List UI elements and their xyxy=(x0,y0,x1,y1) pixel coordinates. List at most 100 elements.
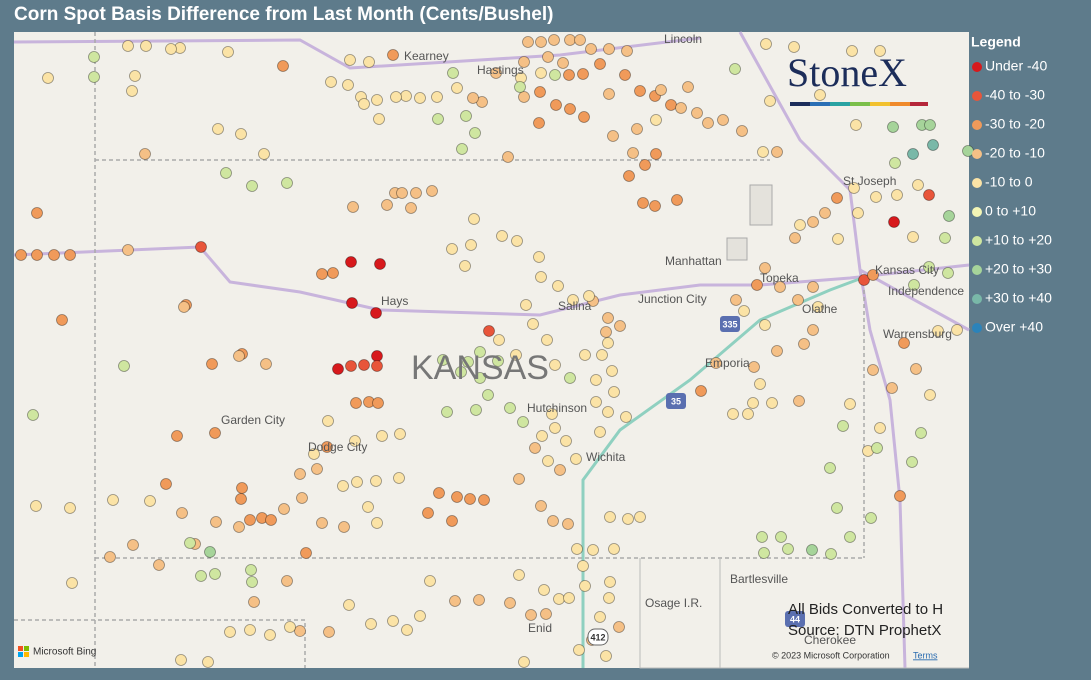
location-dot[interactable] xyxy=(195,570,207,582)
location-dot[interactable] xyxy=(553,593,565,605)
location-dot[interactable] xyxy=(405,202,417,214)
location-dot[interactable] xyxy=(374,258,386,270)
location-dot[interactable] xyxy=(594,58,606,70)
location-dot[interactable] xyxy=(15,249,27,261)
location-dot[interactable] xyxy=(373,113,385,125)
location-dot[interactable] xyxy=(573,644,585,656)
location-dot[interactable] xyxy=(927,139,939,151)
location-dot[interactable] xyxy=(563,592,575,604)
location-dot[interactable] xyxy=(510,349,522,361)
location-dot[interactable] xyxy=(547,515,559,527)
location-dot[interactable] xyxy=(758,547,770,559)
location-dot[interactable] xyxy=(764,95,776,107)
location-dot[interactable] xyxy=(924,119,936,131)
location-dot[interactable] xyxy=(766,397,778,409)
location-dot[interactable] xyxy=(798,338,810,350)
location-dot[interactable] xyxy=(570,453,582,465)
location-dot[interactable] xyxy=(492,355,504,367)
location-dot[interactable] xyxy=(852,207,864,219)
location-dot[interactable] xyxy=(542,51,554,63)
location-dot[interactable] xyxy=(850,119,862,131)
location-dot[interactable] xyxy=(613,621,625,633)
location-dot[interactable] xyxy=(371,360,383,372)
location-dot[interactable] xyxy=(619,69,631,81)
location-dot[interactable] xyxy=(56,314,68,326)
location-dot[interactable] xyxy=(371,94,383,106)
location-dot[interactable] xyxy=(867,269,879,281)
location-dot[interactable] xyxy=(604,511,616,523)
location-dot[interactable] xyxy=(691,107,703,119)
legend-label[interactable]: -20 to -10 xyxy=(985,145,1045,161)
location-dot[interactable] xyxy=(233,350,245,362)
location-dot[interactable] xyxy=(606,365,618,377)
location-dot[interactable] xyxy=(456,143,468,155)
legend-label[interactable]: Over +40 xyxy=(985,319,1043,335)
location-dot[interactable] xyxy=(602,337,614,349)
location-dot[interactable] xyxy=(535,67,547,79)
location-dot[interactable] xyxy=(812,301,824,313)
location-dot[interactable] xyxy=(349,435,361,447)
location-dot[interactable] xyxy=(449,595,461,607)
location-dot[interactable] xyxy=(358,98,370,110)
location-dot[interactable] xyxy=(747,397,759,409)
location-dot[interactable] xyxy=(650,148,662,160)
location-dot[interactable] xyxy=(631,123,643,135)
location-dot[interactable] xyxy=(634,511,646,523)
legend-swatch[interactable] xyxy=(972,62,982,72)
location-dot[interactable] xyxy=(424,575,436,587)
location-dot[interactable] xyxy=(915,427,927,439)
location-dot[interactable] xyxy=(602,312,614,324)
location-dot[interactable] xyxy=(195,241,207,253)
location-dot[interactable] xyxy=(525,609,537,621)
location-dot[interactable] xyxy=(754,378,766,390)
location-dot[interactable] xyxy=(865,512,877,524)
location-dot[interactable] xyxy=(350,397,362,409)
location-dot[interactable] xyxy=(548,34,560,46)
location-dot[interactable] xyxy=(206,358,218,370)
location-dot[interactable] xyxy=(564,103,576,115)
location-dot[interactable] xyxy=(372,397,384,409)
location-dot[interactable] xyxy=(343,599,355,611)
location-dot[interactable] xyxy=(496,230,508,242)
location-dot[interactable] xyxy=(600,326,612,338)
location-dot[interactable] xyxy=(144,495,156,507)
location-dot[interactable] xyxy=(469,127,481,139)
location-dot[interactable] xyxy=(535,500,547,512)
location-dot[interactable] xyxy=(396,187,408,199)
location-dot[interactable] xyxy=(347,201,359,213)
location-dot[interactable] xyxy=(346,297,358,309)
location-dot[interactable] xyxy=(513,473,525,485)
location-dot[interactable] xyxy=(493,334,505,346)
location-dot[interactable] xyxy=(235,493,247,505)
location-dot[interactable] xyxy=(757,146,769,158)
location-dot[interactable] xyxy=(549,359,561,371)
location-dot[interactable] xyxy=(48,249,60,261)
location-dot[interactable] xyxy=(184,537,196,549)
legend-label[interactable]: +10 to +20 xyxy=(985,232,1052,248)
location-dot[interactable] xyxy=(447,67,459,79)
location-dot[interactable] xyxy=(832,233,844,245)
location-dot[interactable] xyxy=(365,618,377,630)
location-dot[interactable] xyxy=(212,123,224,135)
location-dot[interactable] xyxy=(579,349,591,361)
location-dot[interactable] xyxy=(665,99,677,111)
location-dot[interactable] xyxy=(675,102,687,114)
location-dot[interactable] xyxy=(550,99,562,111)
location-dot[interactable] xyxy=(88,71,100,83)
location-dot[interactable] xyxy=(300,547,312,559)
location-dot[interactable] xyxy=(362,501,374,513)
location-dot[interactable] xyxy=(236,482,248,494)
location-dot[interactable] xyxy=(244,514,256,526)
location-dot[interactable] xyxy=(650,114,662,126)
location-dot[interactable] xyxy=(951,324,963,336)
location-dot[interactable] xyxy=(460,110,472,122)
location-dot[interactable] xyxy=(470,404,482,416)
location-dot[interactable] xyxy=(571,543,583,555)
location-dot[interactable] xyxy=(244,624,256,636)
location-dot[interactable] xyxy=(824,462,836,474)
location-dot[interactable] xyxy=(281,177,293,189)
location-dot[interactable] xyxy=(441,406,453,418)
location-dot[interactable] xyxy=(871,442,883,454)
location-dot[interactable] xyxy=(467,92,479,104)
location-dot[interactable] xyxy=(614,320,626,332)
